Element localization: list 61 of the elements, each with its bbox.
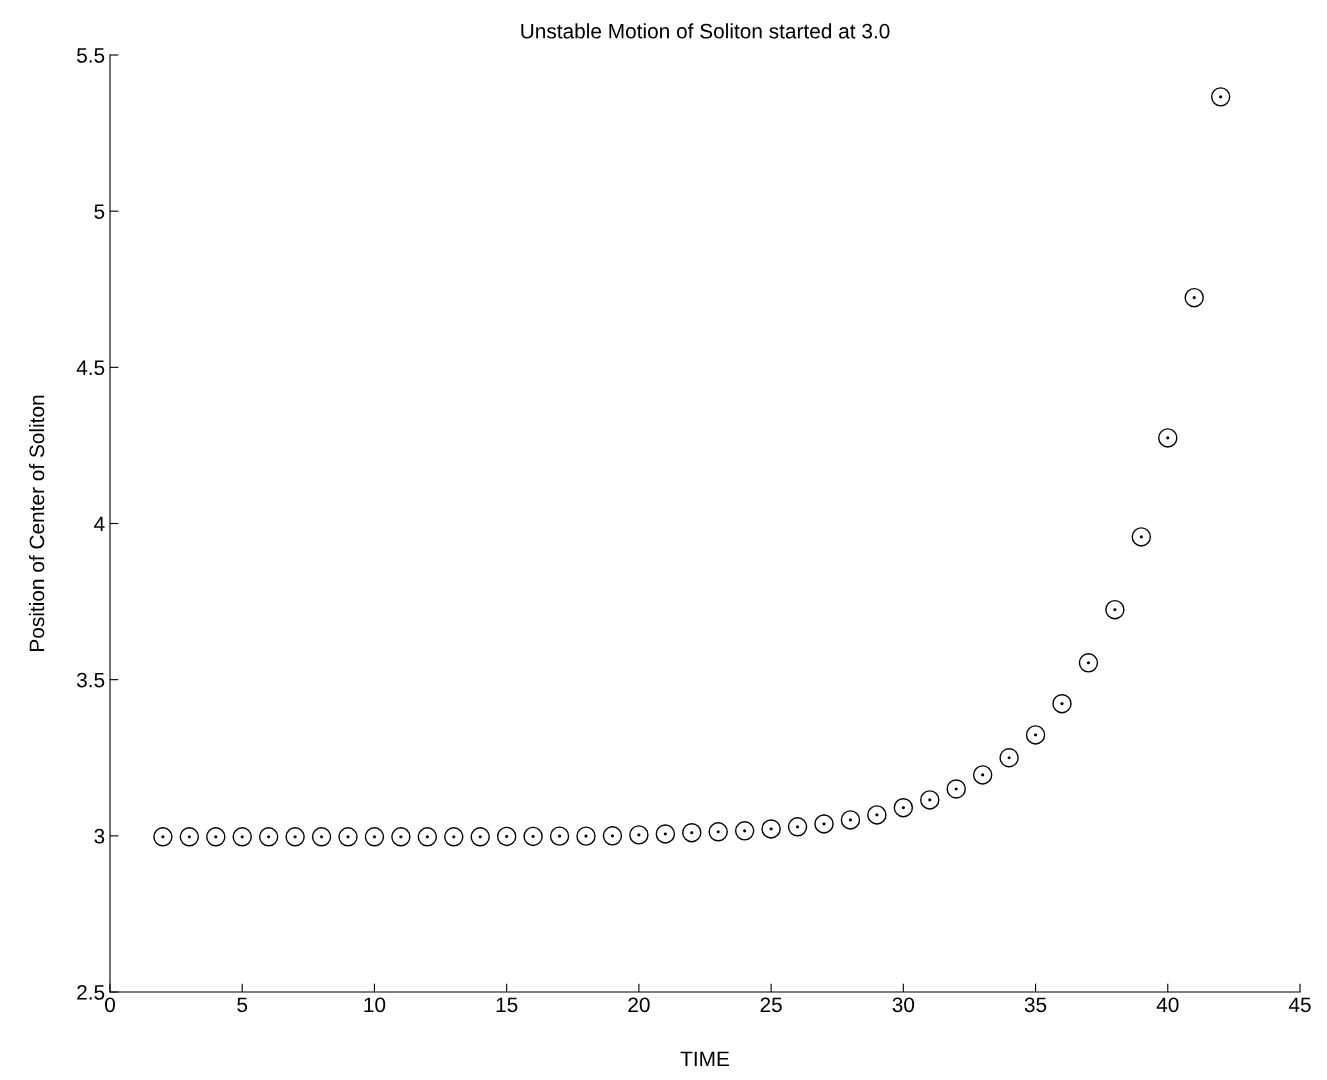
- point: [470, 827, 490, 847]
- point: [761, 819, 781, 839]
- point: [1052, 693, 1072, 714]
- point: [364, 827, 385, 847]
- point: [1158, 428, 1178, 448]
- point: [523, 826, 543, 847]
- point: [391, 827, 411, 847]
- point: [972, 765, 993, 785]
- x-tick-label: 10: [364, 997, 386, 1013]
- y-tick-label: 4.5: [76, 360, 105, 376]
- y-tick-label: 2.5: [77, 985, 105, 1000]
- point: [285, 827, 305, 847]
- chart-title: Unstable Motion of Soliton started at 3.0: [521, 23, 890, 39]
- point: [1025, 725, 1046, 745]
- y-tick-label: 4: [94, 516, 105, 532]
- point: [920, 790, 940, 810]
- point: [1210, 87, 1231, 107]
- point: [1078, 653, 1099, 673]
- point: [258, 827, 279, 847]
- point: [1184, 287, 1204, 308]
- x-axis-title: TIME: [680, 1051, 729, 1067]
- point: [1105, 599, 1125, 620]
- point: [417, 827, 438, 847]
- point: [206, 827, 226, 847]
- point: [893, 798, 914, 818]
- x-tick-label: 20: [628, 997, 650, 1013]
- point: [867, 805, 887, 825]
- x-tick-label: 45: [1288, 997, 1311, 1013]
- point: [311, 827, 332, 847]
- y-tick-label: 3.5: [76, 672, 105, 688]
- point: [708, 822, 728, 842]
- y-axis-title: Position of Center of Soliton: [28, 395, 45, 651]
- point: [338, 827, 358, 847]
- x-tick-label: 30: [892, 997, 915, 1013]
- point: [787, 817, 808, 837]
- x-tick-label: 5: [237, 997, 248, 1013]
- y-tick-label: 5: [94, 204, 105, 219]
- x-tick-label: 35: [1024, 997, 1047, 1013]
- point: [946, 779, 966, 799]
- point: [682, 822, 702, 843]
- x-tick-label: 0: [105, 997, 115, 1013]
- point: [444, 827, 464, 847]
- x-tick-label: 15: [496, 997, 518, 1013]
- point: [734, 821, 755, 841]
- point: [602, 826, 623, 846]
- point: [655, 824, 676, 844]
- point: [814, 814, 834, 834]
- x-tick-label: 25: [760, 997, 782, 1013]
- y-tick-label: 3: [94, 828, 105, 844]
- point: [549, 826, 570, 846]
- point: [1131, 527, 1152, 547]
- point: [999, 748, 1019, 768]
- point: [840, 810, 861, 830]
- x-tick-label: 40: [1156, 997, 1179, 1013]
- point: [629, 825, 649, 845]
- point: [232, 827, 252, 847]
- point: [496, 826, 517, 847]
- point: [179, 827, 200, 847]
- y-tick-label: 5.5: [77, 48, 105, 63]
- point: [153, 827, 173, 847]
- point: [576, 826, 596, 846]
